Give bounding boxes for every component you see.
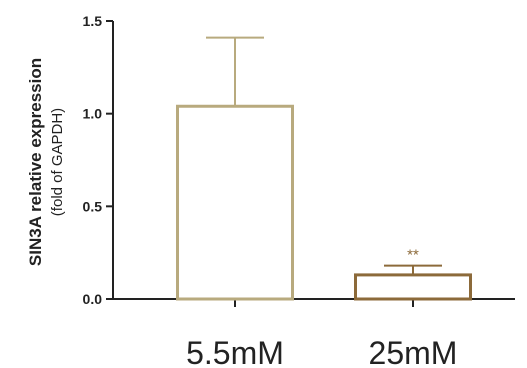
- y-tick-label: 0.5: [83, 198, 103, 214]
- bar: [354, 273, 472, 301]
- y-axis-title: SIN3A relative expression (fold of GAPDH…: [26, 58, 66, 266]
- y-axis-label: SIN3A relative expression: [26, 58, 45, 266]
- y-axis-sublabel: (fold of GAPDH): [49, 108, 66, 216]
- y-tick-label: 1.5: [83, 13, 103, 29]
- y-tick-label: 0.0: [83, 291, 103, 307]
- x-axis: 5.5mM 25mM: [112, 298, 515, 368]
- y-tick-label: 1.0: [83, 106, 103, 122]
- bars: **: [176, 36, 472, 301]
- significance-label: **: [407, 247, 419, 264]
- x-tick-label: 5.5mM: [186, 335, 284, 368]
- x-tick-label: 25mM: [369, 335, 458, 368]
- y-axis: 0.0 0.5 1.0 1.5: [83, 13, 114, 307]
- bar: [176, 104, 294, 301]
